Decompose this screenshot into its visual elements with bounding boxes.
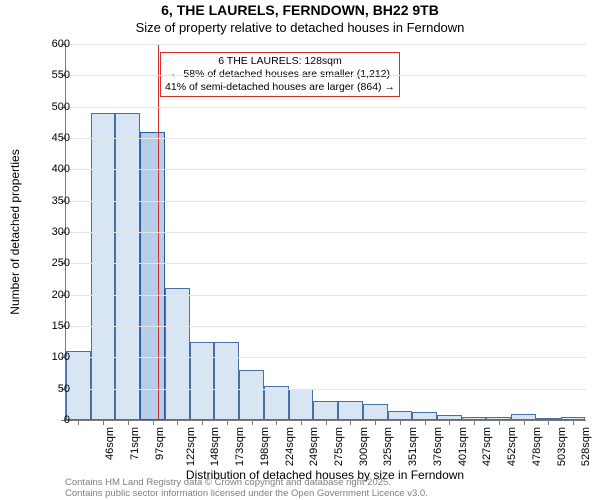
x-tick-label: 173sqm [234,427,246,466]
x-tick-label: 401sqm [457,427,469,466]
x-tick-mark [78,420,79,425]
y-tick-label: 350 [30,195,70,207]
histogram-bar [140,132,165,420]
x-tick-mark [103,420,104,425]
y-tick-label: 0 [30,414,70,426]
x-tick-label: 122sqm [185,427,197,466]
histogram-bar [388,411,413,420]
x-tick-label: 478sqm [531,427,543,466]
x-tick-label: 427sqm [482,427,494,466]
x-tick-label: 249sqm [308,427,320,466]
x-tick-mark [276,420,277,425]
grid-line [66,263,586,264]
y-tick-label: 100 [30,351,70,363]
callout-line-3: 41% of semi-detached houses are larger (… [165,81,395,94]
histogram-bar [313,401,338,420]
x-tick-mark [252,420,253,425]
x-tick-mark [301,420,302,425]
x-tick-mark [400,420,401,425]
x-tick-label: 46sqm [104,427,116,460]
x-tick-mark [326,420,327,425]
histogram-bar [264,386,289,420]
x-tick-label: 528sqm [580,427,592,466]
x-tick-label: 71sqm [129,427,141,460]
chart-title: 6, THE LAURELS, FERNDOWN, BH22 9TB [0,2,600,18]
histogram-bar [289,389,314,420]
chart-subtitle: Size of property relative to detached ho… [0,20,600,35]
x-tick-mark [425,420,426,425]
y-tick-label: 200 [30,289,70,301]
grid-line [66,326,586,327]
x-tick-mark [524,420,525,425]
x-tick-label: 97sqm [154,427,166,460]
y-tick-label: 400 [30,163,70,175]
grid-line [66,201,586,202]
x-tick-label: 325sqm [383,427,395,466]
y-tick-label: 150 [30,320,70,332]
x-tick-mark [548,420,549,425]
x-tick-mark [227,420,228,425]
y-tick-label: 250 [30,257,70,269]
x-tick-mark [573,420,574,425]
grid-line [66,295,586,296]
grid-line [66,357,586,358]
grid-line [66,389,586,390]
y-tick-label: 300 [30,226,70,238]
histogram-bar [214,342,239,420]
y-tick-label: 450 [30,132,70,144]
callout-line-1: 6 THE LAURELS: 128sqm [165,55,395,68]
plot-area: 6 THE LAURELS: 128sqm ← 58% of detached … [65,44,586,421]
y-tick-label: 500 [30,101,70,113]
y-tick-label: 50 [30,383,70,395]
y-tick-label: 600 [30,38,70,50]
grid-line [66,138,586,139]
x-tick-mark [375,420,376,425]
x-tick-mark [202,420,203,425]
histogram-bar [91,113,116,420]
attribution-footer: Contains HM Land Registry data © Crown c… [65,478,428,500]
histogram-bar [190,342,215,420]
x-tick-label: 351sqm [407,427,419,466]
histogram-bar [412,412,437,420]
x-tick-label: 376sqm [432,427,444,466]
x-tick-mark [350,420,351,425]
x-tick-label: 300sqm [358,427,370,466]
x-tick-label: 452sqm [506,427,518,466]
histogram-bar [239,370,264,420]
x-tick-mark [153,420,154,425]
x-tick-mark [449,420,450,425]
x-tick-label: 275sqm [333,427,345,466]
grid-line [66,44,586,45]
histogram-bar [165,288,190,420]
histogram-bar [115,113,140,420]
grid-line [66,169,586,170]
x-tick-mark [499,420,500,425]
histogram-bar [363,404,388,420]
x-tick-label: 148sqm [209,427,221,466]
x-tick-mark [177,420,178,425]
histogram-bar [338,401,363,420]
grid-line [66,107,586,108]
x-tick-label: 503sqm [556,427,568,466]
x-tick-label: 224sqm [284,427,296,466]
x-tick-mark [128,420,129,425]
x-tick-label: 198sqm [259,427,271,466]
grid-line [66,75,586,76]
x-tick-mark [474,420,475,425]
footer-line-2: Contains public sector information licen… [65,489,428,500]
y-tick-label: 550 [30,69,70,81]
y-axis-label: Number of detached properties [8,149,22,314]
grid-line [66,232,586,233]
